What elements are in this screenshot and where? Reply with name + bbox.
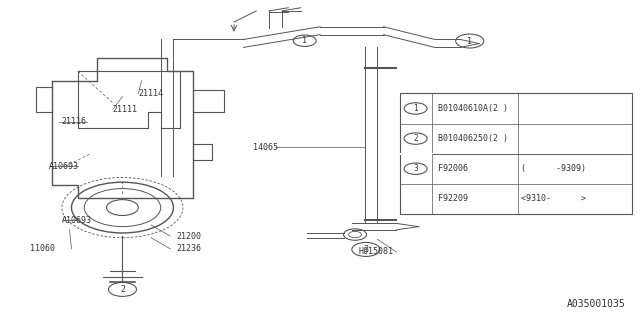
Text: 21116: 21116 xyxy=(62,117,87,126)
Text: B01040610A(2 ): B01040610A(2 ) xyxy=(438,104,508,113)
Text: B010406250(2 ): B010406250(2 ) xyxy=(438,134,508,143)
Text: F92209: F92209 xyxy=(438,194,468,203)
Text: A035001035: A035001035 xyxy=(567,299,626,309)
Text: 1: 1 xyxy=(302,36,307,45)
Text: F92006: F92006 xyxy=(438,164,468,173)
Text: 21236: 21236 xyxy=(177,244,202,253)
Text: 1: 1 xyxy=(467,36,472,45)
Text: A10693: A10693 xyxy=(49,162,79,171)
Text: 2: 2 xyxy=(120,285,125,294)
Text: 1: 1 xyxy=(413,104,418,113)
Text: 21200: 21200 xyxy=(177,232,202,241)
Text: A10693: A10693 xyxy=(62,216,92,225)
Text: 14065: 14065 xyxy=(253,143,278,152)
Text: 21111: 21111 xyxy=(113,105,138,114)
Text: 21114: 21114 xyxy=(138,89,163,98)
Text: 2: 2 xyxy=(413,134,418,143)
Text: 11060: 11060 xyxy=(30,244,55,253)
Text: 3: 3 xyxy=(364,245,369,254)
Text: <9310-      >: <9310- > xyxy=(521,194,586,203)
Text: 3: 3 xyxy=(413,164,418,173)
Bar xyxy=(399,93,632,214)
Text: (      -9309): ( -9309) xyxy=(521,164,586,173)
Text: H615081: H615081 xyxy=(358,247,393,257)
